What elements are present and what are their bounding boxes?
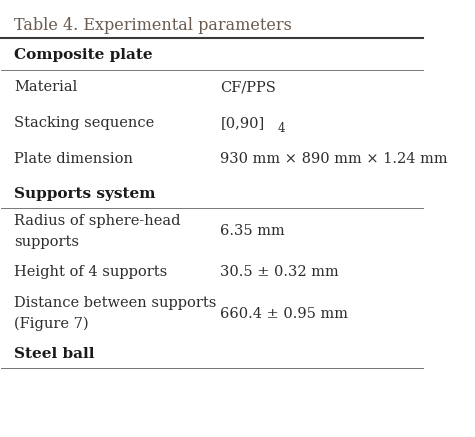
Text: Table 4. Experimental parameters: Table 4. Experimental parameters [14, 17, 292, 34]
Text: CF/PPS: CF/PPS [220, 80, 276, 94]
Text: 6.35 mm: 6.35 mm [220, 224, 285, 238]
Text: 4: 4 [277, 121, 285, 135]
Text: (Figure 7): (Figure 7) [14, 317, 89, 331]
Text: Radius of sphere-head: Radius of sphere-head [14, 214, 180, 228]
Text: Supports system: Supports system [14, 187, 155, 201]
Text: Distance between supports: Distance between supports [14, 296, 217, 310]
Text: Material: Material [14, 80, 77, 94]
Text: Steel ball: Steel ball [14, 347, 95, 361]
Text: 930 mm × 890 mm × 1.24 mm: 930 mm × 890 mm × 1.24 mm [220, 152, 448, 166]
Text: 660.4 ± 0.95 mm: 660.4 ± 0.95 mm [220, 307, 349, 321]
Text: Stacking sequence: Stacking sequence [14, 116, 154, 130]
Text: Height of 4 supports: Height of 4 supports [14, 265, 167, 279]
Text: Composite plate: Composite plate [14, 49, 152, 62]
Text: [0,90]: [0,90] [220, 116, 265, 130]
Text: 30.5 ± 0.32 mm: 30.5 ± 0.32 mm [220, 265, 339, 279]
Text: supports: supports [14, 235, 79, 249]
Text: Plate dimension: Plate dimension [14, 152, 133, 166]
